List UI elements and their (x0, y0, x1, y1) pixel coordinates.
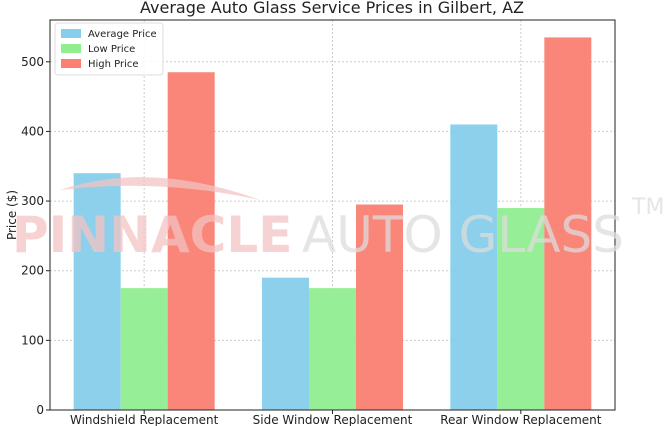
axes (46, 19, 616, 414)
legend-entry: High Price (88, 59, 139, 70)
legend-swatch (61, 29, 81, 38)
bar (544, 37, 592, 411)
legend-swatch (61, 44, 81, 53)
bar (73, 173, 121, 410)
bars (73, 37, 592, 411)
y-axis-label: Price ($) (5, 190, 19, 240)
legend-swatch (61, 59, 81, 68)
watermark-trademark: TM (631, 195, 664, 220)
y-tick-label: 400 (21, 124, 44, 138)
watermark-swoosh (60, 177, 260, 200)
y-tick-label: 100 (21, 333, 44, 347)
bar (167, 72, 215, 410)
bar (120, 288, 168, 410)
y-tick-label: 300 (21, 194, 44, 208)
legend-entry: Low Price (88, 44, 135, 55)
watermark: PINNACLE AUTO GLASS TM (12, 177, 664, 264)
x-tick-label: Rear Window Replacement (440, 413, 602, 426)
y-tick-label: 200 (21, 264, 44, 278)
bar (450, 124, 498, 410)
bar (356, 204, 403, 410)
legend-entry: Average Price (88, 29, 157, 40)
legend: Average Price Low Price High Price (54, 22, 164, 76)
x-tick-label: Side Window Replacement (253, 413, 413, 426)
bar (262, 277, 309, 410)
watermark-brand-bold: PINNACLE (12, 206, 292, 264)
chart-title: Average Auto Glass Service Prices in Gil… (140, 0, 524, 17)
watermark-brand-light: AUTO GLASS (302, 206, 624, 264)
y-tick-label: 0 (36, 403, 44, 417)
x-tick-label: Windshield Replacement (70, 413, 219, 426)
bar (497, 208, 545, 410)
legend-box (54, 22, 164, 76)
bar (309, 288, 356, 410)
tick-labels: 0 100 200 300 400 500 Windshield Replacement Si… (21, 55, 602, 426)
y-tick-label: 500 (21, 55, 44, 69)
